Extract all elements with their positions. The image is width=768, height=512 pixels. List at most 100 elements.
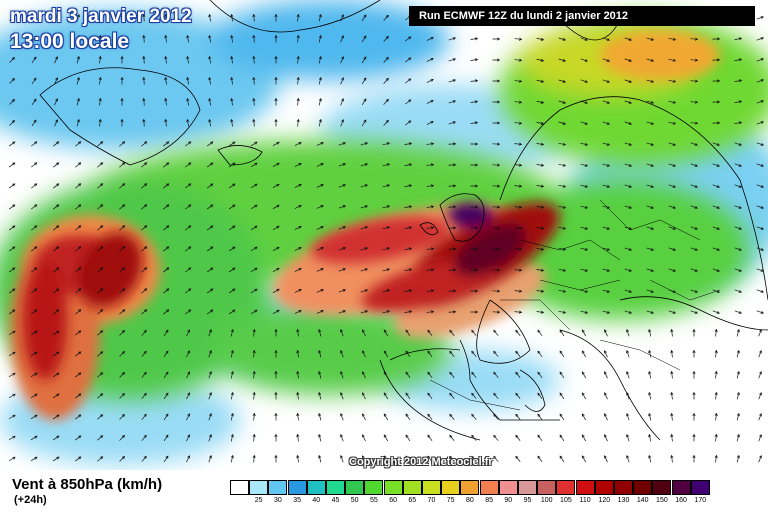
wind-arrow	[537, 329, 543, 337]
footer: Vent à 850hPa (km/h) (+24h) 25 30 35 40 45 50…	[0, 470, 768, 512]
wind-arrow	[734, 163, 742, 167]
wind-arrow	[449, 350, 455, 357]
wind-arrow	[141, 246, 148, 252]
wind-arrow	[449, 371, 455, 378]
wind-arrow	[141, 288, 148, 294]
wind-arrow	[624, 310, 633, 314]
wind-arrow	[53, 288, 60, 294]
wind-arrow	[514, 58, 523, 62]
wind-arrow	[8, 183, 16, 189]
wind-arrow	[602, 100, 610, 104]
wind-arrow	[383, 77, 389, 84]
wind-arrow	[756, 247, 764, 251]
wind-arrow	[536, 184, 545, 188]
wind-arrow	[338, 163, 346, 167]
wind-arrow	[668, 226, 676, 230]
wind-arrow	[52, 414, 60, 420]
wind-arrow	[536, 142, 545, 146]
wind-arrow	[471, 371, 477, 378]
wind-arrow	[186, 76, 190, 85]
wind-arrow	[756, 226, 764, 230]
wind-arrow	[559, 392, 565, 400]
wind-arrow	[734, 58, 743, 62]
wind-arrow	[186, 13, 190, 22]
wind-arrow	[626, 371, 630, 379]
wind-arrow	[756, 79, 764, 83]
wind-arrow	[670, 454, 674, 463]
wind-arrow	[8, 162, 16, 168]
wind-arrow	[141, 350, 147, 357]
wind-arrow	[580, 37, 588, 41]
wind-arrow	[141, 204, 148, 210]
lead-time: (+24h)	[14, 494, 47, 506]
wind-arrow	[471, 350, 477, 357]
wind-arrow	[8, 414, 16, 420]
wind-arrow	[76, 97, 80, 106]
wind-arrow	[185, 183, 192, 189]
wind-arrow	[74, 435, 82, 441]
wind-arrow	[668, 58, 677, 62]
wind-arrow	[163, 162, 170, 168]
wind-arrow	[668, 142, 676, 146]
wind-arrow	[536, 310, 545, 314]
wind-arrow	[9, 98, 15, 105]
wind-arrow	[492, 37, 501, 41]
wind-arrow	[31, 309, 38, 315]
wind-arrow	[624, 163, 633, 167]
wind-arrow	[186, 55, 190, 64]
wind-arrow	[141, 434, 147, 441]
legend-item: 25	[249, 480, 269, 504]
wind-arrow	[206, 183, 214, 189]
wind-arrow	[230, 13, 234, 22]
wind-arrow	[558, 184, 567, 188]
legend-swatch	[287, 480, 307, 495]
wind-arrow	[228, 162, 236, 168]
wind-arrow	[624, 289, 633, 293]
wind-arrow	[670, 433, 674, 442]
wind-arrow	[318, 34, 322, 43]
wind-arrow	[97, 141, 104, 147]
wind-arrow	[340, 14, 344, 22]
wind-arrow	[624, 184, 633, 188]
wind-arrow	[602, 205, 611, 209]
wind-arrow	[98, 55, 102, 64]
wind-arrow	[426, 310, 435, 314]
wind-arrow	[316, 310, 324, 314]
legend-label: 75	[446, 497, 455, 504]
legend-label: 170	[694, 497, 707, 504]
wind-arrow	[208, 329, 212, 337]
wind-arrow	[692, 391, 696, 400]
wind-arrow	[756, 16, 764, 20]
wind-arrow	[31, 141, 38, 147]
wind-arrow	[690, 100, 699, 104]
wind-arrow	[252, 328, 256, 337]
wind-arrow	[670, 412, 674, 421]
wind-arrow	[119, 288, 126, 294]
wind-arrow	[294, 225, 302, 230]
wind-arrow	[580, 226, 589, 230]
wind-arrow	[316, 268, 324, 272]
wind-arrow	[580, 247, 589, 251]
wind-arrow	[427, 350, 433, 358]
wind-arrow	[382, 310, 391, 314]
legend-item: 65	[402, 480, 422, 504]
wind-arrow	[206, 246, 214, 252]
wind-arrow	[536, 289, 545, 293]
wind-arrow	[208, 13, 212, 22]
wind-arrow	[756, 205, 764, 209]
wind-arrow	[274, 391, 278, 400]
wind-arrow	[98, 118, 102, 127]
wind-arrow	[141, 455, 147, 462]
wind-arrow	[228, 246, 236, 252]
wind-arrow	[756, 37, 764, 41]
wind-arrow	[31, 98, 37, 106]
wind-arrow	[141, 329, 147, 336]
wind-arrow	[646, 184, 655, 188]
wind-arrow	[250, 162, 258, 168]
legend-swatch	[306, 480, 326, 495]
wind-arrow	[602, 184, 611, 188]
wind-arrow	[493, 392, 499, 399]
wind-arrow	[361, 371, 366, 379]
wind-arrow	[75, 246, 82, 252]
wind-arrow	[448, 247, 457, 251]
